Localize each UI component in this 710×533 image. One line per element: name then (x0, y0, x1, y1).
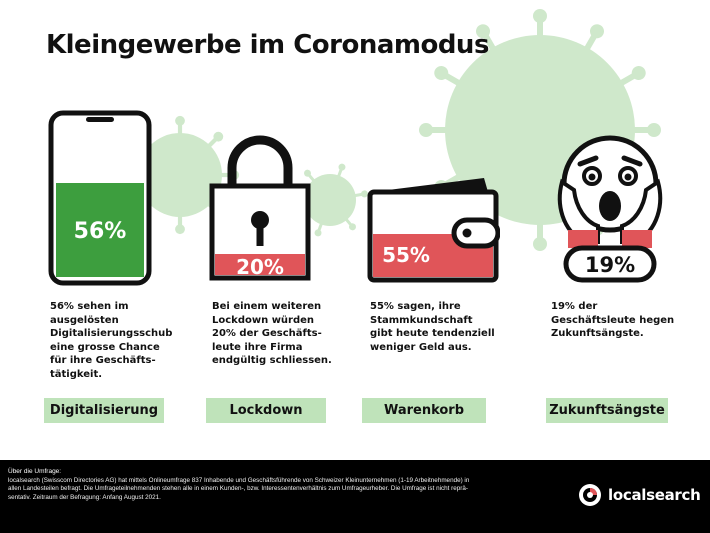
description-zukunftsaengste: 19% der Geschäftsleute hegen Zukunftsäng… (551, 301, 675, 339)
category-warenkorb: Warenkorb (362, 398, 486, 423)
page-title: Kleingewerbe im Coronamodus (46, 30, 489, 60)
description-digitalisierung: 56% sehen im ausgelösten Digitalisierung… (50, 301, 173, 380)
footer-label: Über die Umfrage: (8, 468, 62, 475)
value-zukunftsaengste: 19% (585, 253, 635, 277)
category-zukunftsaengste: Zukunftsängste (546, 398, 668, 423)
smartphone-icon: 56% (48, 110, 152, 286)
padlock-icon: 20% (209, 135, 311, 281)
localsearch-logo-icon (579, 484, 601, 506)
screaming-face-icon: 19% (557, 135, 663, 283)
value-lockdown: 20% (236, 255, 284, 279)
value-warenkorb: 55% (382, 243, 430, 267)
value-digitalisierung: 56% (74, 219, 127, 244)
localsearch-logo: localsearch (578, 483, 701, 507)
description-lockdown: Bei einem weiteren Lockdown würden 20% d… (212, 301, 332, 366)
category-digitalisierung: Digitalisierung (44, 398, 164, 423)
description-warenkorb: 55% sagen, ihre Stammkundschaft gibt heu… (370, 301, 495, 353)
footer: Über die Umfrage: localsearch (Swisscom … (0, 460, 710, 533)
logo-text: localsearch (608, 486, 701, 504)
footer-text: localsearch (Swisscom Directories AG) ha… (8, 477, 470, 501)
wallet-icon: 55% (367, 178, 500, 283)
category-lockdown: Lockdown (206, 398, 326, 423)
